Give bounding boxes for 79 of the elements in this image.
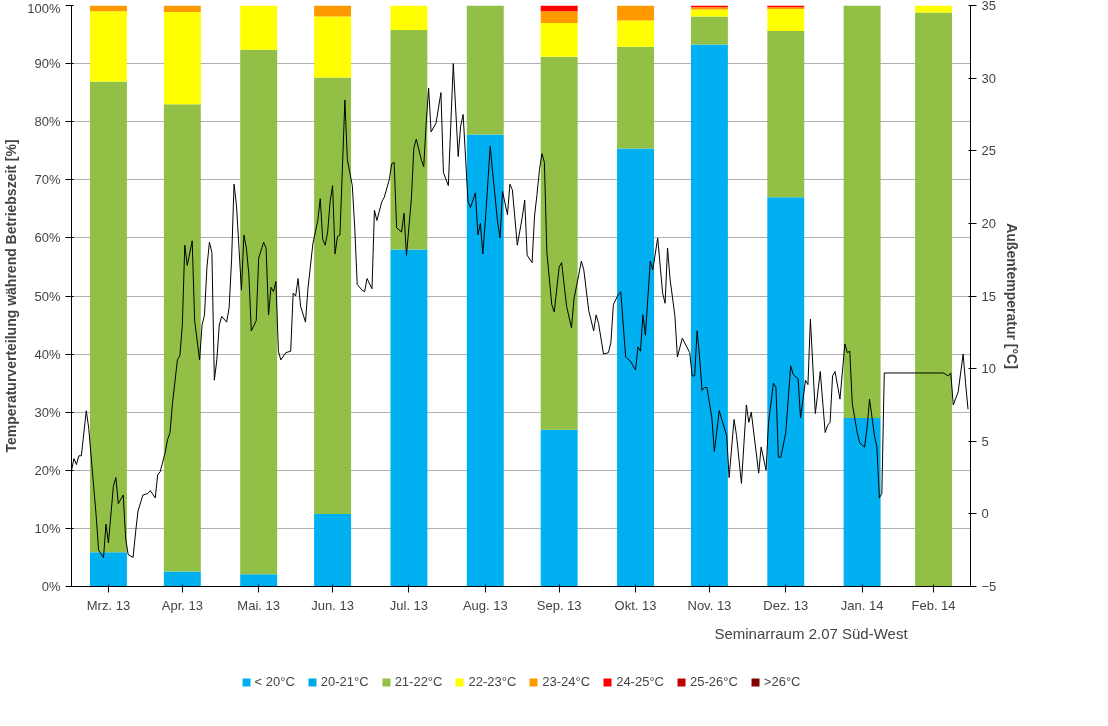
y-tick-label: 40% xyxy=(34,346,61,362)
bar xyxy=(163,11,201,105)
x-tick-label: Aug. 13 xyxy=(462,597,508,613)
bar xyxy=(89,11,127,82)
bar xyxy=(617,20,654,47)
bar xyxy=(240,49,278,575)
x-tick-label: Jul. 13 xyxy=(389,597,429,613)
y2-tick-label: 0 xyxy=(981,506,989,522)
bar xyxy=(617,46,654,149)
x-tick-label: Sep. 13 xyxy=(536,597,582,613)
text: Seminarraum 2.07 Süd-West xyxy=(714,624,909,642)
legend-label: 24-25°C xyxy=(616,674,664,689)
x-tick-label: Mrz. 13 xyxy=(86,597,131,613)
y2-axis-title: Außentemperatur [°C] xyxy=(1004,223,1021,369)
y2-tick-label: 15 xyxy=(981,288,996,304)
y-axis-title: Temperaturverteilung während Betriebszeit [%] xyxy=(3,139,20,453)
y2-tick-label: −5 xyxy=(981,579,997,594)
legend-label: 20-21°C xyxy=(320,674,369,689)
y-tick-label: 80% xyxy=(34,114,61,130)
bar xyxy=(163,5,201,12)
y-tick-label: 50% xyxy=(34,288,61,304)
bar xyxy=(540,429,578,587)
legend-label: 22-23°C xyxy=(468,674,517,689)
y-tick-label: 70% xyxy=(34,172,61,188)
bar xyxy=(390,29,428,250)
bar xyxy=(767,197,805,587)
y2-tick-label: 10 xyxy=(981,361,996,377)
x-tick-label: Dez. 13 xyxy=(763,597,809,613)
bar xyxy=(540,11,578,23)
bar xyxy=(540,56,578,430)
bar xyxy=(314,16,352,78)
bar xyxy=(240,574,278,587)
bar xyxy=(690,9,728,17)
bar xyxy=(617,148,654,587)
y-tick-label: 30% xyxy=(34,404,61,420)
legend-label: < 20°C xyxy=(254,674,295,689)
bar xyxy=(617,5,654,21)
y-tick-label: 0% xyxy=(41,579,61,594)
legend-label: 23-24°C xyxy=(542,674,591,689)
y2-tick-label: 30 xyxy=(981,70,996,86)
y2-tick-label: 35 xyxy=(981,0,996,13)
bar xyxy=(690,44,728,587)
bar xyxy=(915,12,953,587)
bar xyxy=(767,31,805,198)
x-tick-label: Okt. 13 xyxy=(614,597,657,613)
bar xyxy=(89,552,127,587)
legend-label: 25-26°C xyxy=(690,674,738,689)
bar xyxy=(843,5,881,419)
bar xyxy=(163,571,201,587)
bar xyxy=(466,5,504,135)
bar xyxy=(240,5,278,50)
bar xyxy=(314,77,352,514)
x-tick-label: Jun. 13 xyxy=(311,597,354,613)
y2-tick-label: 25 xyxy=(981,143,996,159)
bar xyxy=(89,81,127,553)
x-tick-label: Jan. 14 xyxy=(840,597,884,613)
bar xyxy=(690,16,728,45)
bar xyxy=(163,104,201,572)
bar xyxy=(314,513,352,587)
x-tick-label: Feb. 14 xyxy=(911,597,956,613)
legend-label: 21-22°C xyxy=(394,674,443,689)
y-tick-label: 10% xyxy=(34,520,61,536)
legend-label: >26°C xyxy=(763,674,801,689)
x-tick-label: Nov. 13 xyxy=(687,597,732,613)
y2-tick-label: 5 xyxy=(981,433,989,449)
bar xyxy=(390,249,428,587)
bar xyxy=(540,22,578,57)
y-tick-label: 20% xyxy=(34,462,61,478)
x-tick-label: Apr. 13 xyxy=(161,597,203,613)
y-tick-label: 60% xyxy=(34,230,61,246)
bar xyxy=(314,5,352,17)
bar xyxy=(767,8,805,32)
bar xyxy=(843,418,881,587)
y-tick-label: 100% xyxy=(27,0,61,16)
y2-tick-label: 20 xyxy=(981,215,996,231)
bar xyxy=(390,5,428,30)
y-tick-label: 90% xyxy=(34,56,61,72)
bar xyxy=(466,134,504,587)
x-tick-label: Mai. 13 xyxy=(237,597,281,613)
